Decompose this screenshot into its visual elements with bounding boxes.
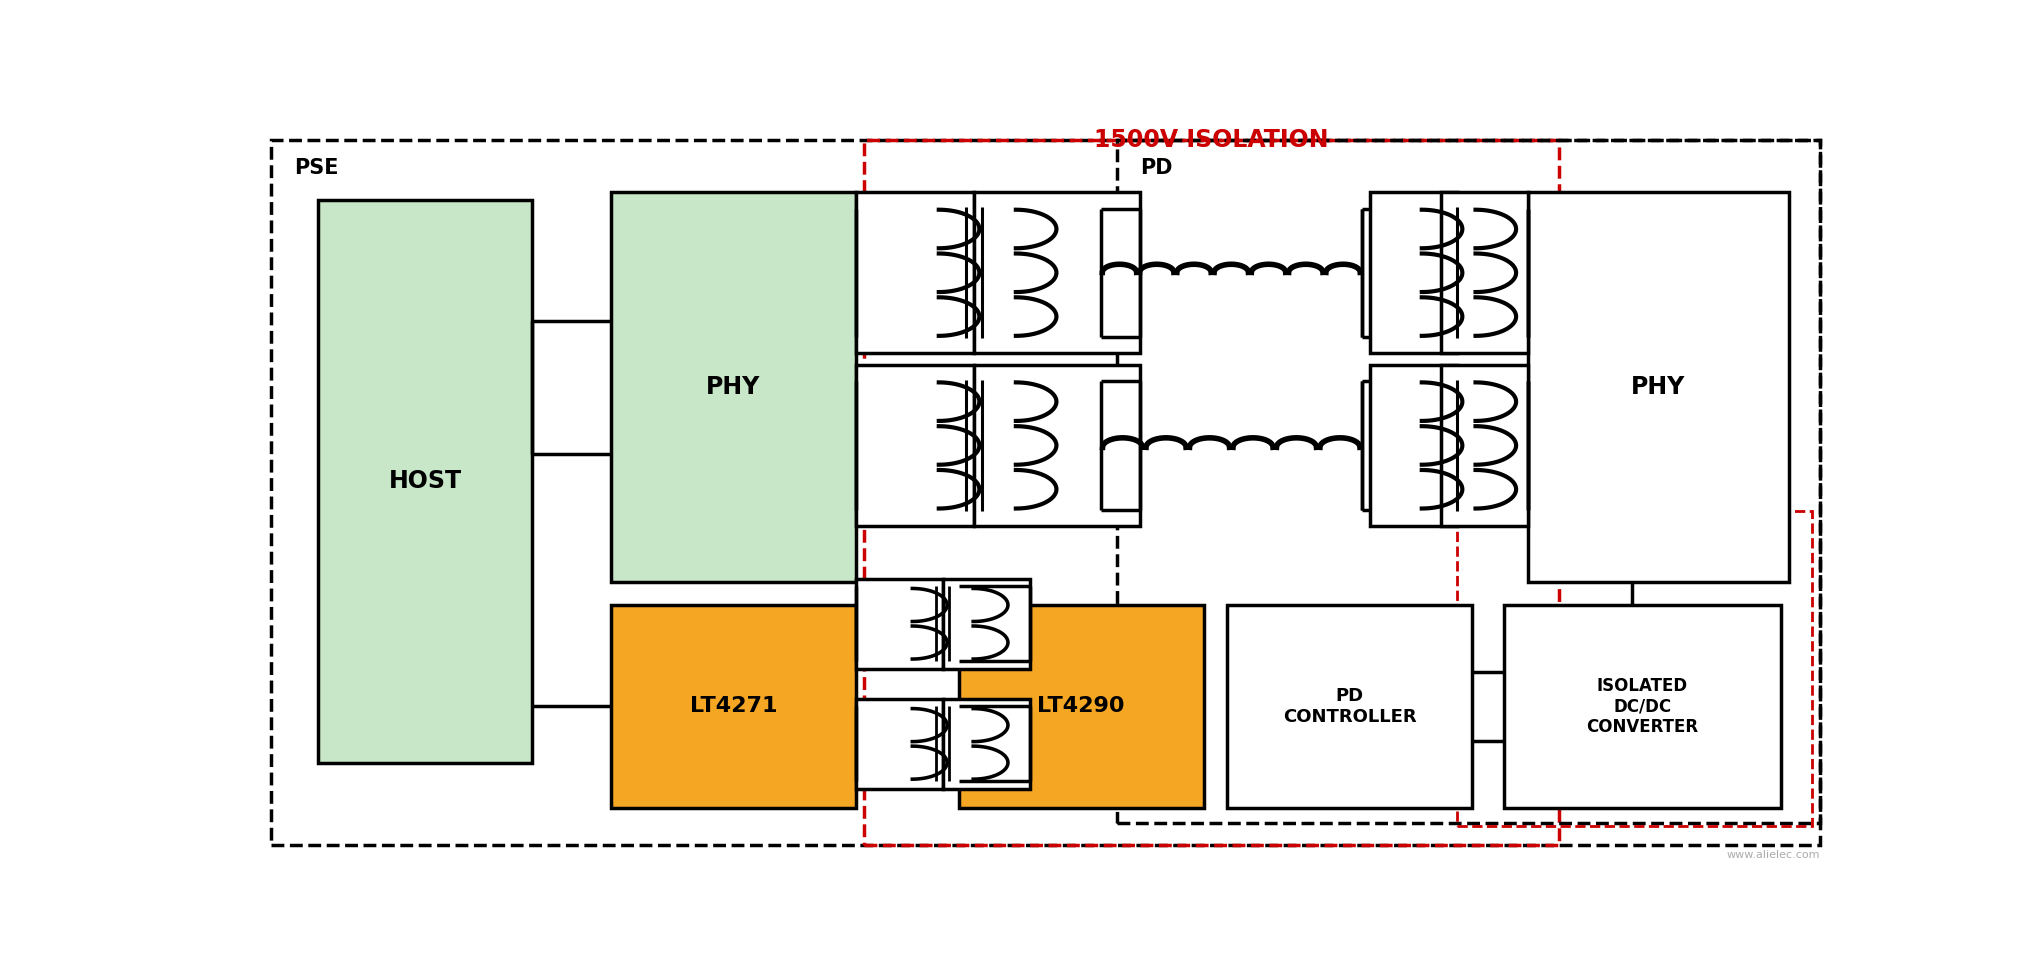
Text: PHY: PHY: [705, 375, 761, 400]
Bar: [1503, 604, 1780, 807]
Text: PD
CONTROLLER: PD CONTROLLER: [1283, 687, 1415, 725]
Bar: [942, 699, 1030, 789]
Bar: [856, 192, 975, 354]
Bar: [1527, 192, 1788, 582]
Bar: [856, 699, 942, 789]
Text: HOST: HOST: [387, 469, 461, 493]
Bar: [1440, 192, 1527, 354]
Bar: [975, 365, 1140, 526]
Text: LT4271: LT4271: [689, 696, 777, 717]
Bar: [856, 579, 942, 669]
Text: LT4290: LT4290: [1036, 696, 1123, 717]
Bar: [1368, 192, 1456, 354]
Text: PSE: PSE: [294, 158, 338, 178]
Bar: [1368, 365, 1456, 526]
Text: 1500V ISOLATION: 1500V ISOLATION: [1093, 129, 1327, 152]
Bar: [862, 139, 1558, 845]
Bar: [1456, 511, 1811, 827]
Bar: [1227, 604, 1472, 807]
Bar: [975, 192, 1140, 354]
Text: PD: PD: [1140, 158, 1172, 178]
Text: PHY: PHY: [1629, 375, 1684, 400]
Bar: [610, 192, 856, 582]
Text: www.alielec.com: www.alielec.com: [1725, 850, 1819, 860]
Bar: [942, 579, 1030, 669]
Text: ISOLATED
DC/DC
CONVERTER: ISOLATED DC/DC CONVERTER: [1586, 677, 1698, 736]
Bar: [1440, 365, 1527, 526]
Bar: [610, 604, 856, 807]
Bar: [318, 200, 532, 762]
Bar: [856, 365, 975, 526]
Bar: [958, 604, 1203, 807]
Bar: [1115, 139, 1819, 823]
